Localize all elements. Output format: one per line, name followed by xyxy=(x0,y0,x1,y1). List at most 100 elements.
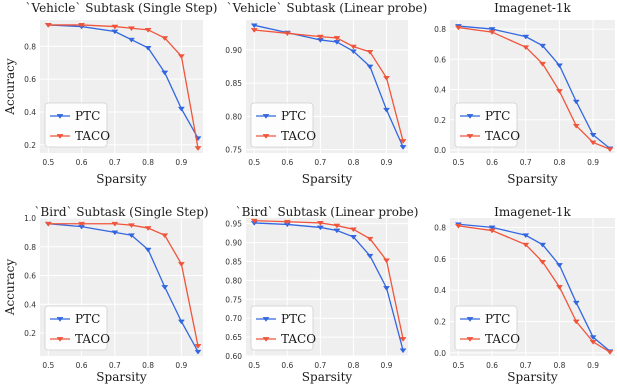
data-point-ptc xyxy=(555,263,563,268)
series-line-taco xyxy=(48,223,199,347)
x-tick-label: 0.7 xyxy=(520,361,532,370)
data-point-taco xyxy=(555,89,563,94)
data-point-ptc xyxy=(177,319,185,325)
data-point-ptc xyxy=(161,285,169,290)
legend-marker-taco xyxy=(466,134,474,139)
x-tick-label: 0.5 xyxy=(42,158,54,167)
data-point-taco xyxy=(349,227,357,233)
legend-label-ptc: PTC xyxy=(75,109,100,123)
data-point-taco xyxy=(333,223,341,229)
x-tick-label: 0.5 xyxy=(452,158,464,167)
chart-title: `Bird` Subtask (Single Step) xyxy=(34,205,208,219)
data-point-taco xyxy=(539,61,547,67)
chart-panel-1: 0.5 0.6 0.7 0.8 0.9 0.2 0.4 0.6 0.8 `Vehicle` Sub… xyxy=(3,1,217,186)
x-tick-label: 0.6 xyxy=(486,361,498,370)
data-point-taco xyxy=(539,260,547,265)
x-tick-label: 0.8 xyxy=(142,158,154,167)
data-point-ptc xyxy=(488,27,496,32)
x-tick-label: 0.7 xyxy=(109,361,121,370)
legend-label-ptc: PTC xyxy=(281,109,306,123)
chart-title: `Bird` Subtask (Linear probe) xyxy=(236,205,419,219)
data-point-ptc xyxy=(539,43,547,49)
chart-panel-6: 0.5 0.6 0.7 0.8 0.9 0.0 0.2 0.4 0.6 0.8 Imagenet-1… xyxy=(434,205,615,384)
legend-marker-ptc xyxy=(56,114,64,119)
data-point-taco xyxy=(283,219,291,225)
data-point-ptc xyxy=(316,225,324,231)
chart-title: Imagenet-1k xyxy=(494,205,571,219)
data-point-taco xyxy=(488,228,496,234)
series-line-ptc xyxy=(458,223,611,352)
y-tick-label: 0.75 xyxy=(225,146,242,155)
data-point-taco xyxy=(144,226,152,231)
y-tick-label: 0.6 xyxy=(434,55,446,64)
legend-marker-ptc xyxy=(262,317,270,322)
y-tick-label: 0.90 xyxy=(225,46,242,55)
x-tick-label: 0.6 xyxy=(76,158,88,167)
x-tick-label: 0.9 xyxy=(175,158,187,167)
x-tick-label: 0.7 xyxy=(314,158,326,167)
legend-marker-taco xyxy=(466,337,474,342)
legend-marker-taco xyxy=(262,337,270,342)
data-point-ptc xyxy=(589,132,597,138)
data-point-taco xyxy=(144,27,152,33)
data-point-ptc xyxy=(333,228,341,234)
data-point-ptc xyxy=(488,225,496,231)
data-point-ptc xyxy=(366,253,374,259)
x-axis-label: Sparsity xyxy=(96,172,147,186)
data-point-taco xyxy=(572,123,580,129)
x-tick-label: 0.9 xyxy=(381,361,393,370)
legend-label-taco: TACO xyxy=(485,129,520,143)
y-tick-label: 0.80 xyxy=(225,276,242,285)
x-tick-label: 0.5 xyxy=(452,361,464,370)
legend-label-taco: TACO xyxy=(485,332,520,346)
data-point-taco xyxy=(606,350,614,355)
data-point-taco xyxy=(177,262,185,267)
chart-panel-4: 0.5 0.6 0.7 0.8 0.9 0.2 0.4 0.6 0.8 1.0`Bird` Sub… xyxy=(3,205,209,384)
chart-title: `Vehicle` Subtask (Single Step) xyxy=(26,1,218,15)
x-tick-label: 0.5 xyxy=(42,361,54,370)
data-point-taco xyxy=(589,340,597,345)
data-point-taco xyxy=(399,139,407,144)
data-point-ptc xyxy=(589,335,597,341)
data-point-taco xyxy=(194,344,202,349)
data-point-ptc xyxy=(399,348,407,354)
x-tick-label: 0.6 xyxy=(76,361,88,370)
x-tick-label: 0.8 xyxy=(347,361,359,370)
data-point-taco xyxy=(522,45,530,51)
y-tick-label: 1.0 xyxy=(24,214,36,223)
data-point-taco xyxy=(111,221,119,227)
y-tick-label: 0.8 xyxy=(434,223,446,232)
data-point-taco xyxy=(366,50,374,55)
series-line-taco xyxy=(458,225,611,353)
series-line-ptc xyxy=(48,24,199,139)
x-tick-label: 0.9 xyxy=(587,158,599,167)
y-tick-label: 0.90 xyxy=(225,239,242,248)
data-point-ptc xyxy=(127,37,135,43)
legend-label-ptc: PTC xyxy=(485,109,510,123)
data-point-ptc xyxy=(555,63,563,69)
data-point-taco xyxy=(250,218,258,224)
x-tick-label: 0.9 xyxy=(587,361,599,370)
y-tick-label: 0.6 xyxy=(434,255,446,264)
x-tick-label: 0.8 xyxy=(553,158,565,167)
y-tick-label: 0.60 xyxy=(225,352,242,361)
data-point-ptc xyxy=(349,49,357,55)
y-tick-label: 0.6 xyxy=(24,272,36,281)
x-axis-label: Sparsity xyxy=(96,370,147,384)
data-point-ptc xyxy=(572,99,580,105)
x-tick-label: 0.8 xyxy=(553,361,565,370)
data-point-ptc xyxy=(383,286,391,291)
data-point-ptc xyxy=(144,247,152,253)
data-point-taco xyxy=(44,221,52,227)
x-tick-label: 0.7 xyxy=(314,361,326,370)
data-point-taco xyxy=(250,28,258,33)
chart-panel-3: 0.5 0.6 0.7 0.8 0.9 0.0 0.2 0.4 0.6 0.8 Imagenet-1… xyxy=(434,1,615,186)
y-tick-label: 0.75 xyxy=(225,295,242,304)
x-axis-label: Sparsity xyxy=(302,370,353,384)
legend-label-ptc: PTC xyxy=(75,312,100,326)
chart-title: `Vehicle` Subtask (Linear probe) xyxy=(227,1,428,15)
x-tick-label: 0.9 xyxy=(175,361,187,370)
data-point-taco xyxy=(78,23,86,28)
data-point-ptc xyxy=(250,23,258,29)
